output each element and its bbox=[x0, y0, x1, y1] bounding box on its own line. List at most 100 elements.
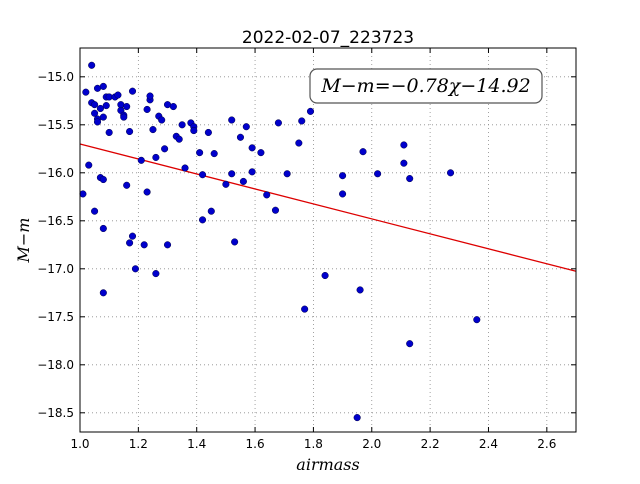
data-point bbox=[105, 128, 113, 137]
data-point bbox=[374, 170, 382, 178]
data-point bbox=[131, 265, 139, 273]
y-tick-label: −15.0 bbox=[37, 70, 74, 84]
y-ticks: −15.0 −15.5 −16.0 −16.5 −17.0 −17.5 −18.0 −18.5 bbox=[37, 70, 576, 420]
annotation-frame bbox=[309, 68, 543, 104]
data-point bbox=[91, 207, 99, 215]
x-tick-label: 1.8 bbox=[304, 437, 323, 451]
data-point bbox=[207, 207, 215, 215]
data-point bbox=[128, 87, 137, 95]
data-point bbox=[446, 169, 455, 177]
data-point bbox=[353, 414, 361, 422]
data-point bbox=[306, 107, 315, 115]
data-point bbox=[321, 271, 329, 280]
data-point bbox=[169, 103, 177, 111]
data-point bbox=[339, 190, 347, 198]
data-point bbox=[473, 316, 481, 324]
y-tick-label: −18.5 bbox=[37, 406, 74, 420]
data-point bbox=[196, 149, 204, 157]
data-point bbox=[295, 139, 303, 147]
data-point bbox=[123, 103, 131, 111]
data-point bbox=[143, 188, 151, 196]
x-tick-label: 1.2 bbox=[129, 437, 148, 451]
data-point bbox=[356, 286, 364, 294]
data-point bbox=[257, 149, 265, 157]
data-point bbox=[198, 171, 207, 179]
data-point bbox=[163, 241, 172, 249]
data-point bbox=[99, 113, 107, 121]
data-point bbox=[400, 141, 408, 149]
x-ticks: 1.0 1.2 1.4 1.6 1.8 2.0 2.2 2.4 2.6 bbox=[70, 48, 556, 451]
data-point bbox=[274, 119, 282, 127]
data-point bbox=[152, 270, 160, 278]
data-point bbox=[248, 144, 256, 152]
data-point bbox=[228, 116, 236, 124]
fit-line bbox=[79, 143, 577, 272]
y-tick-label: −16.0 bbox=[37, 166, 74, 180]
data-point bbox=[158, 116, 166, 124]
data-point bbox=[82, 88, 90, 96]
y-tick-label: −17.0 bbox=[37, 262, 74, 276]
data-point bbox=[263, 191, 271, 199]
data-point bbox=[271, 206, 280, 214]
y-tick-label: −17.5 bbox=[37, 310, 74, 324]
data-point bbox=[400, 159, 408, 167]
data-point bbox=[239, 177, 247, 185]
data-point bbox=[146, 92, 154, 100]
data-point bbox=[178, 121, 186, 129]
x-tick-label: 1.6 bbox=[246, 437, 265, 451]
data-point bbox=[93, 118, 102, 126]
data-point bbox=[210, 150, 218, 158]
data-point bbox=[85, 161, 93, 169]
data-point bbox=[283, 170, 291, 178]
x-tick-label: 1.4 bbox=[187, 437, 206, 451]
chart-title: 2022-02-07_223723 bbox=[242, 28, 414, 48]
data-point bbox=[339, 172, 347, 180]
fit-line-layer bbox=[79, 143, 577, 272]
data-point bbox=[126, 127, 134, 136]
data-point bbox=[99, 175, 107, 184]
x-tick-label: 2.2 bbox=[421, 437, 440, 451]
data-point bbox=[96, 104, 104, 113]
data-point bbox=[406, 340, 414, 348]
data-point bbox=[301, 305, 309, 313]
data-point bbox=[198, 216, 207, 224]
data-point bbox=[99, 82, 107, 90]
x-tick-label: 2.4 bbox=[479, 437, 498, 451]
data-point bbox=[120, 113, 128, 121]
x-tick-label: 2.0 bbox=[362, 437, 381, 451]
y-tick-label: −16.5 bbox=[37, 214, 74, 228]
y-tick-label: −18.0 bbox=[37, 358, 74, 372]
x-tick-label: 2.6 bbox=[537, 437, 556, 451]
plot-frame bbox=[79, 47, 577, 433]
grid bbox=[79, 48, 576, 432]
data-point bbox=[175, 135, 183, 143]
data-point bbox=[242, 123, 250, 131]
data-point bbox=[126, 239, 134, 247]
data-point bbox=[149, 126, 157, 134]
data-point bbox=[359, 148, 367, 156]
y-axis-label: M−m bbox=[14, 218, 33, 264]
data-point bbox=[161, 145, 169, 153]
data-point bbox=[114, 91, 122, 99]
data-point bbox=[406, 175, 414, 183]
data-point bbox=[236, 133, 245, 141]
x-axis-label: airmass bbox=[296, 455, 359, 474]
y-tick-label: −15.5 bbox=[37, 118, 74, 132]
data-point bbox=[152, 153, 160, 161]
data-point bbox=[298, 117, 306, 125]
data-point bbox=[91, 109, 99, 117]
data-point bbox=[137, 156, 145, 164]
plot-area bbox=[80, 48, 576, 432]
data-point bbox=[231, 238, 239, 246]
data-point bbox=[143, 105, 151, 113]
data-point bbox=[140, 241, 148, 249]
data-point bbox=[204, 128, 212, 137]
data-point bbox=[123, 181, 131, 189]
annotation-text: M−m=−0.78χ−14.92 bbox=[320, 75, 530, 97]
points-layer bbox=[79, 61, 481, 422]
annotation-box: M−m=−0.78χ−14.92 bbox=[309, 68, 543, 104]
data-point bbox=[99, 224, 107, 233]
data-point bbox=[190, 127, 198, 135]
data-point bbox=[88, 61, 96, 69]
